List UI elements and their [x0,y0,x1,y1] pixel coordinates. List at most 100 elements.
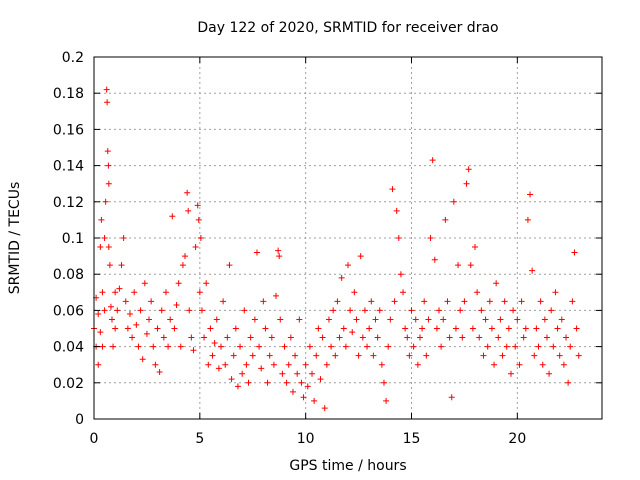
data-point [433,325,440,332]
data-point [442,216,449,223]
data-point [171,325,178,332]
data-point [264,379,271,386]
data-point [222,361,229,368]
data-point [141,280,148,287]
data-point [317,376,324,383]
data-point [510,307,517,314]
data-point [184,189,191,196]
data-point [277,316,284,323]
data-point [321,405,328,412]
data-point [146,316,153,323]
data-point [197,235,204,241]
data-point [342,343,349,350]
data-point [224,334,231,341]
data-point [298,379,305,386]
data-point [304,383,311,390]
data-point [397,271,404,278]
data-point [179,262,186,269]
data-point [380,379,387,386]
data-point [118,262,125,269]
data-point [319,334,326,341]
data-point [300,394,307,401]
data-point [281,343,288,350]
data-point [402,325,409,332]
y-tick-label: 0.12 [53,195,84,211]
data-point [359,334,366,341]
data-point [325,316,332,323]
data-point [173,301,180,308]
data-point [372,316,379,323]
chart-title: Day 122 of 2020, SRMTID for receiver dra… [197,20,498,36]
data-point [573,325,580,332]
data-point [129,334,136,341]
data-point [133,321,140,328]
data-point [165,343,172,350]
data-point [241,307,248,314]
data-point [338,274,345,281]
data-point [102,198,109,205]
data-point [253,249,260,256]
y-tick-label: 0 [75,412,84,428]
data-point [522,325,529,332]
data-point [97,244,104,251]
data-point [505,325,512,332]
y-tick-label: 0.08 [53,267,84,283]
data-point [520,334,527,341]
data-point [309,370,316,377]
data-point [205,361,212,368]
data-point [457,307,464,314]
data-point [543,334,550,341]
data-point [400,289,407,296]
data-point [148,298,155,305]
data-point [239,370,246,377]
data-point [423,352,430,359]
data-point [201,334,208,341]
data-point [558,316,565,323]
data-point [548,307,555,314]
data-point [459,334,466,341]
data-point [104,148,111,155]
data-point [501,298,508,305]
data-point [243,361,250,368]
data-point [154,325,161,332]
data-point [131,289,138,296]
y-tick-label: 0.06 [53,303,84,319]
data-point [357,253,364,260]
data-point [99,343,106,350]
data-point [412,316,419,323]
data-point [228,376,235,383]
data-point [486,298,493,305]
data-point [139,356,146,363]
data-point [150,343,157,350]
data-point [535,343,542,350]
data-point [484,343,491,350]
data-point [374,334,381,341]
data-point [249,352,256,359]
data-point [474,289,481,296]
data-point [482,316,489,323]
data-point [550,343,557,350]
data-point [425,316,432,323]
data-point [160,334,167,341]
data-point [294,370,301,377]
data-point [556,352,563,359]
data-point [177,343,184,350]
data-points [91,86,582,412]
data-point [226,262,233,269]
data-point [108,316,115,323]
data-point [162,289,169,296]
data-point [512,343,519,350]
data-point [563,334,570,341]
data-point [332,352,339,359]
data-point [444,298,451,305]
x-tick-label: 5 [195,431,204,447]
data-point [135,343,142,350]
data-point [533,325,540,332]
data-point [334,298,341,305]
data-point [440,316,447,323]
data-point [495,334,502,341]
data-point [292,352,299,359]
data-point [190,347,197,354]
data-point [529,267,536,274]
data-point [106,262,113,269]
